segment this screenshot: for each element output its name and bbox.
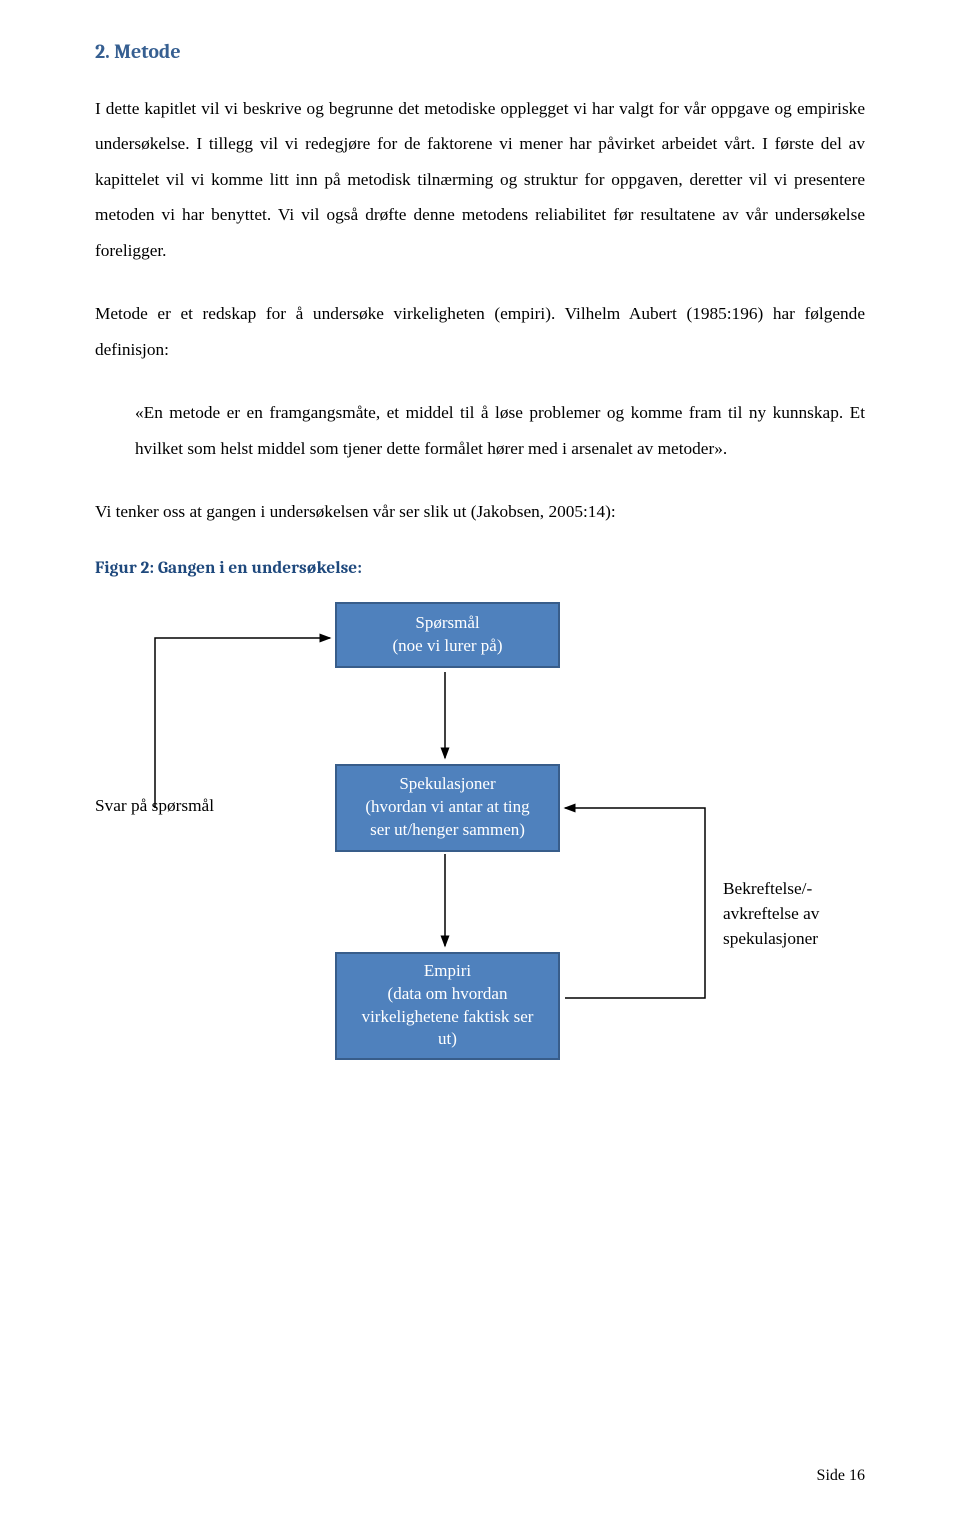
label-right-l3: spekulasjoner (723, 929, 818, 948)
label-right-l1: Bekreftelse/- (723, 879, 812, 898)
box3-line4: ut) (438, 1028, 457, 1051)
paragraph-1: I dette kapitlet vil vi beskrive og begr… (95, 91, 865, 268)
box3-line2: (data om hvordan (388, 983, 508, 1006)
flowchart-label-left: Svar på spørsmål (95, 793, 214, 818)
label-right-l2: avkreftelse av (723, 904, 819, 923)
box2-line1: Spekulasjoner (399, 773, 495, 796)
page-number: Side 16 (817, 1467, 865, 1485)
box3-line3: virkelighetene faktisk ser (362, 1006, 534, 1029)
flowchart-box-empiri: Empiri (data om hvordan virkelighetene f… (335, 952, 560, 1060)
section-heading: 2. Metode (95, 40, 865, 63)
flowchart-box-speculation: Spekulasjoner (hvordan vi antar at ting … (335, 764, 560, 852)
box2-line3: ser ut/henger sammen) (370, 819, 525, 842)
box1-line2: (noe vi lurer på) (393, 635, 503, 658)
box1-line1: Spørsmål (415, 612, 479, 635)
flowchart-box-question: Spørsmål (noe vi lurer på) (335, 602, 560, 668)
blockquote: «En metode er en framgangsmåte, et midde… (135, 395, 865, 466)
paragraph-2: Metode er et redskap for å undersøke vir… (95, 296, 865, 367)
flowchart: Spørsmål (noe vi lurer på) Spekulasjoner… (95, 598, 865, 1158)
flowchart-label-right: Bekreftelse/- avkreftelse av spekulasjon… (723, 876, 873, 951)
box2-line2: (hvordan vi antar at ting (365, 796, 529, 819)
paragraph-3: Vi tenker oss at gangen i undersøkelsen … (95, 494, 865, 529)
figure-caption: Figur 2: Gangen i en undersøkelse: (95, 558, 865, 578)
box3-line1: Empiri (424, 960, 471, 983)
